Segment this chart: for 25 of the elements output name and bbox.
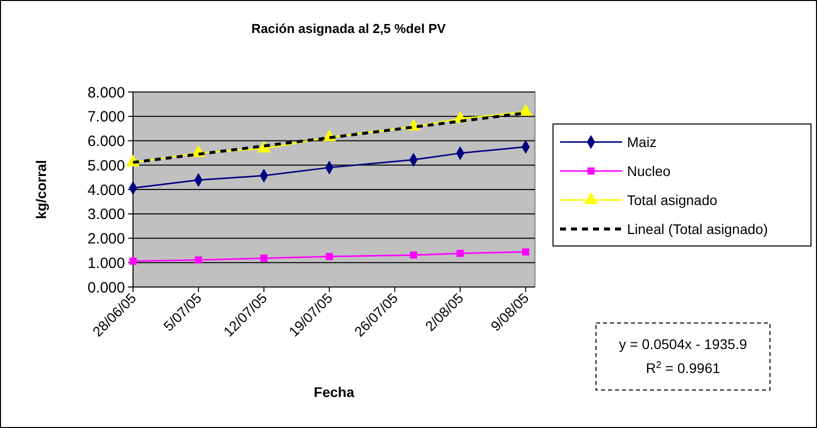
legend-label: Maiz [627, 134, 657, 150]
point [522, 248, 530, 256]
y-tick-label: 7.000 [87, 108, 125, 126]
y-tick-label: 5.000 [87, 157, 125, 174]
point [456, 250, 464, 257]
legend-label: Total asignado [627, 192, 718, 208]
legend-label: Nucleo [627, 162, 671, 179]
y-tick-label: 3.000 [87, 206, 125, 224]
y-tick-label: 1.000 [87, 254, 125, 272]
y-tick-label: 2.000 [87, 230, 125, 248]
text: R$^{2}$ = 0.9961 [646, 360, 720, 376]
point [260, 254, 268, 262]
y-tick-label: 0.000 [87, 279, 125, 296]
legend-label: Lineal (Total asignado) [627, 220, 768, 237]
chart-title: Ración asignada al 2,5 %del PV [251, 21, 446, 36]
y-tick-label: 6.000 [87, 133, 125, 150]
x-axis-title: Fecha [314, 384, 354, 400]
point [519, 104, 532, 116]
point [326, 252, 333, 260]
y-axis-title: kg/corral [33, 160, 49, 220]
y-tick-label: 8.000 [87, 84, 125, 102]
text: y = 0.0504x - 1935.9 [618, 336, 748, 352]
point [410, 251, 418, 259]
y-tick-label: 4.000 [87, 182, 125, 199]
point [194, 256, 202, 264]
